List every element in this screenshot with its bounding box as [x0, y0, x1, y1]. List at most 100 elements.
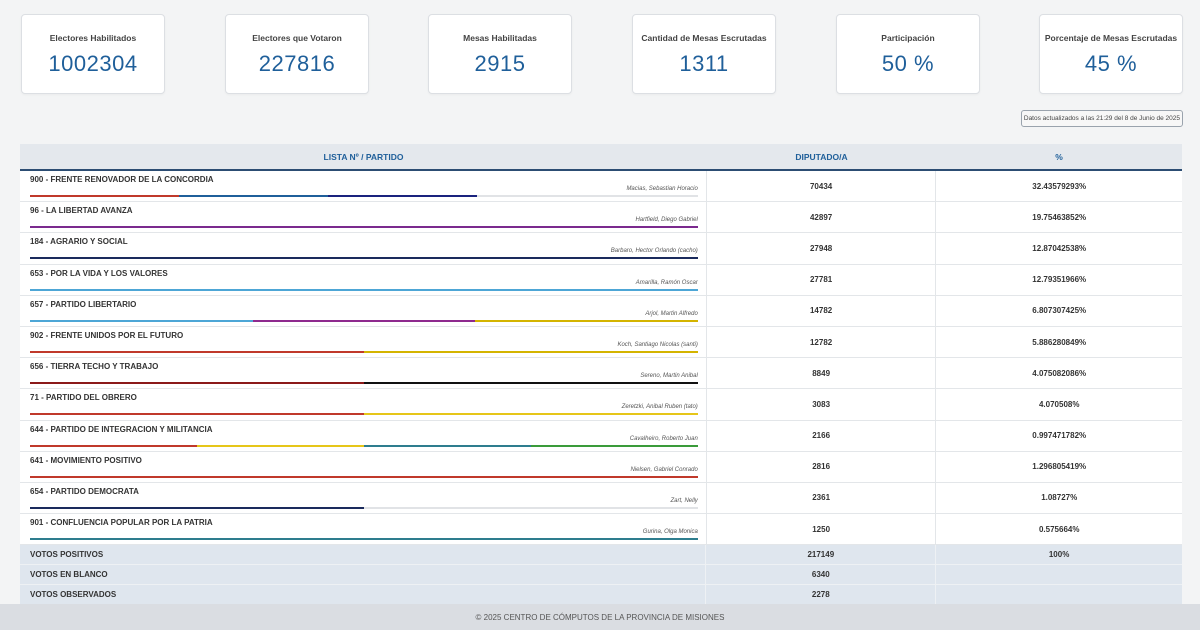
percent-cell: 32.43579293%	[1032, 181, 1087, 191]
percent-cell: 4.070508%	[1038, 399, 1080, 409]
stat-value: 2915	[474, 51, 526, 76]
votes-cell: 12782	[707, 326, 937, 358]
table-row: 654 - PARTIDO DEMOCRATA Zart, Nelly 2361 1.…	[20, 482, 1182, 515]
party-cell: 901 - CONFLUENCIA POPULAR POR LA PATRIA G…	[20, 514, 707, 545]
party-cell: 71 - PARTIDO DEL OBRERO Zeretzki, Anibal …	[20, 389, 707, 420]
table-row: 71 - PARTIDO DEL OBRERO Zeretzki, Anibal …	[20, 389, 1182, 421]
percent-cell: 19.75463852%	[1032, 212, 1087, 222]
party-name: 657 - PARTIDO LIBERTARIO	[30, 299, 137, 309]
party-color-bar	[30, 538, 698, 541]
party-cell: 644 - PARTIDO DE INTEGRACION Y MILITANCI…	[20, 420, 707, 451]
percent-cell: 1.296805419%	[1032, 462, 1087, 472]
party-color-segment	[30, 195, 180, 197]
candidate-name: Cavalheiro, Roberto Juan	[629, 435, 698, 442]
party-color-bar	[30, 413, 698, 416]
table-body: 900 - FRENTE RENOVADOR DE LA CONCORDIA Ma…	[20, 171, 1182, 546]
totals-percent: 100%	[1048, 550, 1070, 560]
candidate-name: Barbaro, Hector Orlando (cacho)	[610, 248, 698, 255]
party-color-bar	[30, 195, 698, 197]
party-name: 901 - CONFLUENCIA POPULAR POR LA PATRIA	[30, 518, 213, 528]
totals-label: VOTOS EN BLANCO	[20, 565, 707, 584]
stat-label: Electores que Votaron	[252, 33, 342, 43]
party-color-segment	[30, 288, 698, 291]
table-row: 184 - AGRARIO Y SOCIAL Barbaro, Hector Or…	[20, 233, 1182, 265]
candidate-name: Koch, Santiago Nicolas (santi)	[617, 341, 698, 348]
table-row: 641 - MOVIMIENTO POSITIVO Nielsen, Gabrie…	[20, 451, 1182, 483]
column-header-votes: DIPUTADO/A	[795, 151, 848, 162]
totals-votes: 6340	[706, 565, 937, 584]
column-header-party: LISTA Nº / PARTIDO	[323, 151, 404, 162]
candidate-name: Zart, Nelly	[670, 497, 698, 504]
candidate-name: Nielsen, Gabriel Conrado	[630, 466, 698, 473]
party-color-segment	[30, 538, 698, 541]
percent-cell: 1.08727%	[1041, 493, 1078, 503]
party-name: 641 - MOVIMIENTO POSITIVO	[30, 455, 142, 465]
votes-cell: 3083	[707, 389, 937, 420]
candidate-name: Hartfield, Diego Gabriel	[635, 217, 698, 224]
candidate-name: Zeretzki, Anibal Ruben (tato)	[621, 404, 698, 411]
votes-cell: 14782	[707, 295, 937, 326]
totals-row: VOTOS EN BLANCO 6340	[20, 565, 1182, 585]
party-color-segment	[30, 413, 364, 416]
candidate-name: Macias, Sebastian Horacio	[626, 186, 698, 192]
votes-cell: 2166	[707, 420, 937, 451]
totals-row: VOTOS POSITIVOS 217149 100%	[20, 545, 1182, 566]
party-name: 71 - PARTIDO DEL OBRERO	[30, 393, 137, 403]
party-color-bar	[30, 319, 698, 322]
party-cell: 654 - PARTIDO DEMOCRATA Zart, Nelly	[20, 482, 707, 514]
party-name: 902 - FRENTE UNIDOS POR EL FUTURO	[30, 330, 184, 340]
party-color-bar	[30, 506, 698, 509]
stat-label: Porcentaje de Mesas Escrutadas	[1044, 33, 1178, 43]
party-color-segment	[475, 319, 698, 322]
party-name: 653 - POR LA VIDA Y LOS VALORES	[30, 268, 168, 278]
totals-votes: 2278	[706, 584, 937, 604]
column-header-percent: %	[1055, 151, 1063, 162]
stat-card-participacion: Participación 50 %	[836, 14, 980, 94]
footer: © 2025 CENTRO DE CÓMPUTOS DE LA PROVINCI…	[0, 604, 1200, 630]
party-color-segment	[328, 195, 478, 197]
party-color-bar	[30, 444, 698, 447]
table-row: 900 - FRENTE RENOVADOR DE LA CONCORDIA Ma…	[20, 171, 1182, 203]
percent-cell: 6.807307425%	[1032, 306, 1087, 316]
totals-row: VOTOS OBSERVADOS 2278	[20, 584, 1182, 605]
party-cell: 184 - AGRARIO Y SOCIAL Barbaro, Hector Or…	[20, 233, 707, 264]
party-color-segment	[30, 226, 698, 229]
votes-cell: 27781	[707, 264, 937, 295]
party-color-bar	[30, 350, 698, 353]
candidate-name: Gurina, Olga Monica	[642, 529, 698, 536]
votes-cell: 2816	[707, 451, 937, 482]
votes-cell: 27948	[707, 233, 937, 264]
candidate-name: Arjol, Martin Alfredo	[645, 310, 698, 317]
table-header: LISTA Nº / PARTIDO DIPUTADO/A %	[20, 144, 1182, 171]
stat-value: 50 %	[881, 51, 935, 76]
party-color-segment	[30, 475, 698, 478]
totals-percent	[936, 565, 1182, 584]
stat-label: Cantidad de Mesas Escrutadas	[641, 33, 767, 43]
table-row: 96 - LA LIBERTAD AVANZA Hartfield, Diego …	[20, 202, 1182, 234]
party-color-segment	[363, 382, 698, 385]
votes-cell: 42897	[707, 202, 937, 233]
stat-card-electores-votaron: Electores que Votaron 227816	[225, 14, 369, 94]
party-color-bar	[30, 288, 698, 291]
party-color-segment	[363, 413, 698, 416]
party-name: 644 - PARTIDO DE INTEGRACION Y MILITANCI…	[30, 424, 213, 434]
percent-cell: 4.075082086%	[1032, 368, 1087, 378]
party-cell: 900 - FRENTE RENOVADOR DE LA CONCORDIA Ma…	[20, 171, 707, 202]
table-row: 902 - FRENTE UNIDOS POR EL FUTURO Koch, S…	[20, 326, 1182, 359]
party-name: 654 - PARTIDO DEMOCRATA	[30, 486, 139, 496]
votes-cell: 2361	[707, 482, 937, 514]
party-name: 900 - FRENTE RENOVADOR DE LA CONCORDIA	[30, 175, 214, 184]
stat-label: Participación	[881, 33, 935, 43]
votes-cell: 1250	[707, 514, 937, 545]
party-color-segment	[530, 444, 698, 447]
party-color-segment	[363, 350, 698, 353]
party-cell: 657 - PARTIDO LIBERTARIO Arjol, Martin Al…	[20, 295, 707, 326]
party-cell: 902 - FRENTE UNIDOS POR EL FUTURO Koch, S…	[20, 326, 707, 358]
party-color-bar	[30, 475, 698, 478]
candidate-name: Sereno, Martin Anibal	[640, 373, 698, 380]
party-color-bar	[30, 257, 698, 260]
stat-card-electores-habilitados: Electores Habilitados 1002304	[21, 14, 165, 94]
votes-cell: 70434	[707, 171, 937, 202]
party-color-segment	[30, 506, 364, 509]
table-row: 644 - PARTIDO DE INTEGRACION Y MILITANCI…	[20, 420, 1182, 452]
